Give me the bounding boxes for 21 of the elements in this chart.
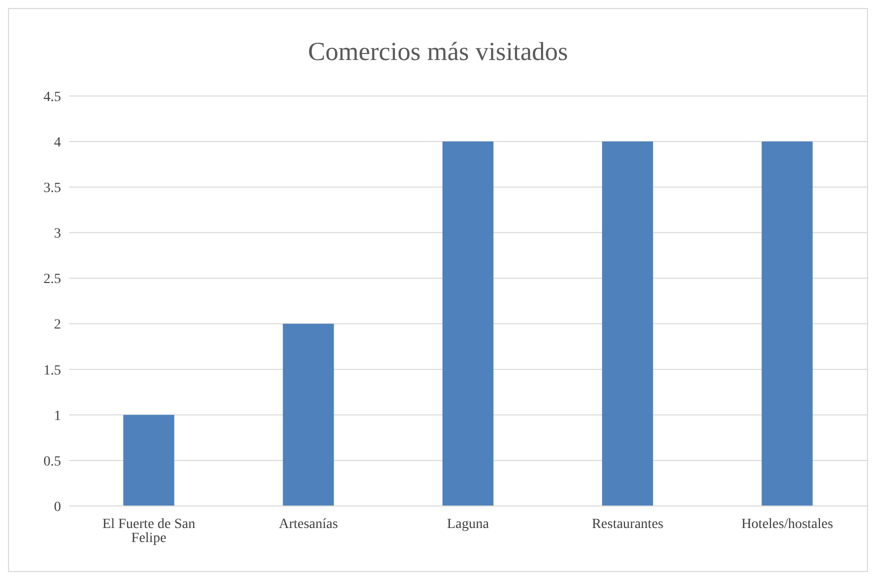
y-tick-label: 4.5 xyxy=(44,90,61,105)
y-tick-label: 3.5 xyxy=(44,181,61,196)
bar xyxy=(762,142,813,506)
x-tick-label: Artesanías xyxy=(278,516,338,532)
x-tick-label: Laguna xyxy=(447,516,490,532)
y-tick-label: 3 xyxy=(54,226,61,242)
bar xyxy=(282,324,334,506)
y-tick-label: 1 xyxy=(54,408,61,424)
y-tick-label: 0 xyxy=(54,500,61,515)
y-tick-label: 2.5 xyxy=(44,272,61,288)
x-tick-label: Restaurantes xyxy=(592,516,664,532)
bar xyxy=(123,414,174,506)
x-tick-label: Hoteles/hostales xyxy=(741,516,834,532)
x-tick-label: El Fuerte de San Felipe xyxy=(102,516,196,546)
y-tick-label: 2 xyxy=(54,318,61,333)
y-tick-label: 1.5 xyxy=(44,363,61,378)
y-tick-label: 4 xyxy=(54,136,61,151)
bar xyxy=(442,142,494,506)
bar xyxy=(602,142,654,506)
y-tick-label: 0.5 xyxy=(44,454,61,470)
chart-title: Comercios más visitados xyxy=(307,37,569,67)
